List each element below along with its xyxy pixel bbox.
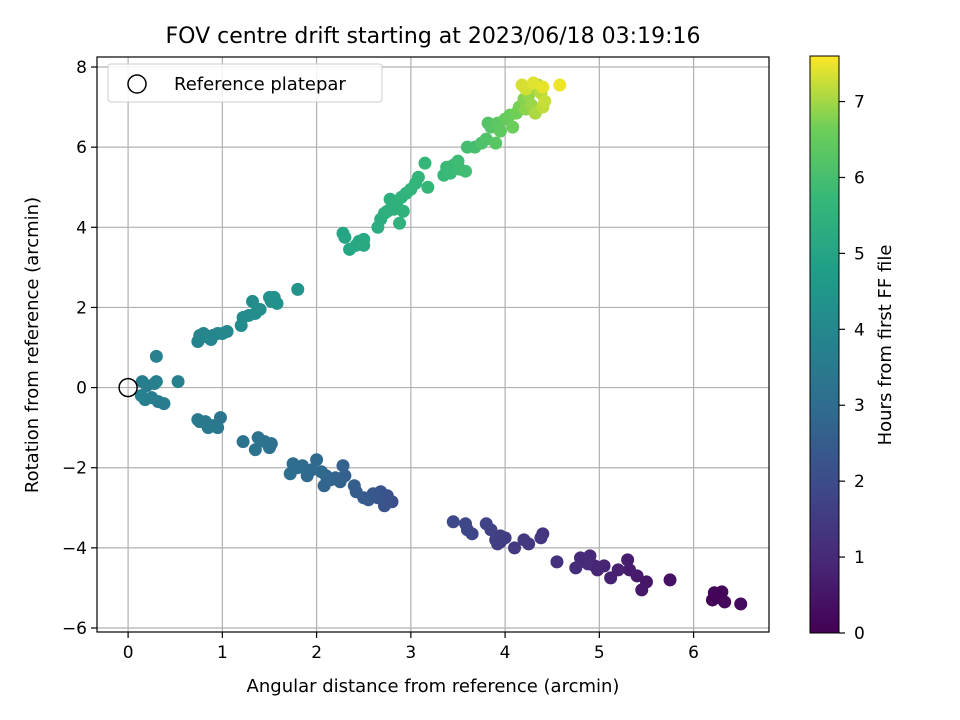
data-point — [590, 563, 604, 577]
data-point — [734, 597, 748, 611]
chart-title: FOV centre drift starting at 2023/06/18 … — [166, 24, 701, 49]
data-point — [204, 332, 218, 346]
data-point — [418, 156, 432, 170]
data-point — [493, 124, 507, 138]
data-point — [459, 517, 473, 531]
data-point — [236, 435, 250, 449]
legend: Reference platepar — [107, 63, 383, 103]
x-tick-label: 5 — [594, 643, 605, 663]
y-tick-label: 2 — [76, 298, 87, 318]
data-point — [171, 375, 185, 389]
data-point — [493, 535, 507, 549]
grid — [97, 57, 769, 632]
data-point — [635, 583, 649, 597]
data-point — [459, 164, 473, 178]
data-point — [506, 120, 520, 134]
reference-marker-layer — [118, 377, 138, 398]
x-tick-label: 2 — [311, 643, 322, 663]
data-point — [393, 216, 407, 230]
data-point — [621, 553, 635, 567]
data-point — [310, 453, 324, 467]
data-point — [357, 238, 371, 252]
colorbar-tick-label: 1 — [854, 548, 865, 568]
data-point — [538, 94, 552, 108]
data-point — [283, 467, 297, 481]
legend-box — [107, 63, 383, 103]
colorbar-tick-label: 6 — [854, 168, 865, 188]
colorbar-tick-label: 3 — [854, 396, 865, 416]
y-axis-ticks: −6 −4 −2 0 2 4 6 8 — [62, 58, 97, 639]
colorbar-tick-label: 7 — [854, 93, 865, 113]
data-point — [515, 78, 529, 92]
y-tick-label: 0 — [76, 379, 87, 399]
data-point — [253, 302, 267, 316]
data-point — [317, 479, 331, 493]
data-point — [489, 136, 503, 150]
data-point — [411, 170, 425, 184]
x-axis-ticks: 0 1 2 3 4 5 6 — [123, 632, 699, 663]
data-point — [149, 349, 163, 363]
data-point — [553, 78, 567, 92]
data-point — [338, 230, 352, 244]
colorbar-ticks: 0 1 2 3 4 5 6 7 — [839, 93, 865, 644]
data-point — [421, 180, 435, 194]
data-point — [508, 541, 522, 555]
data-point — [248, 443, 262, 457]
data-point — [270, 296, 284, 310]
colorbar-tick-label: 2 — [854, 472, 865, 492]
legend-reference-marker — [127, 74, 147, 94]
y-tick-label: −2 — [62, 459, 87, 479]
data-point — [291, 282, 305, 296]
data-point — [534, 531, 548, 545]
data-point — [581, 557, 595, 571]
legend-entry-reference: Reference platepar — [174, 74, 346, 95]
data-point — [604, 571, 618, 585]
data-point — [149, 375, 163, 389]
data-point — [134, 389, 148, 403]
data-point — [517, 533, 531, 547]
data-point — [569, 561, 583, 575]
y-tick-label: −6 — [62, 619, 87, 639]
y-tick-label: 8 — [76, 58, 87, 78]
x-tick-label: 3 — [405, 643, 416, 663]
colorbar-label: Hours from first FF file — [875, 245, 896, 446]
plot-frame — [96, 56, 770, 633]
colorbar-tick-label: 5 — [854, 244, 865, 264]
x-tick-label: 6 — [688, 643, 699, 663]
data-point — [446, 515, 460, 529]
data-point — [663, 573, 677, 587]
data-point — [220, 324, 234, 338]
data-point — [347, 479, 361, 493]
x-tick-label: 4 — [500, 643, 511, 663]
data-point — [479, 517, 493, 531]
colorbar: 0 1 2 3 4 5 6 7 Hours from first FF file — [809, 55, 896, 644]
y-tick-label: 4 — [76, 218, 87, 238]
reference-platepar-marker — [118, 377, 138, 398]
y-axis-label: Rotation from reference (arcmin) — [22, 197, 43, 493]
data-point — [623, 563, 637, 577]
x-axis-label: Angular distance from reference (arcmin) — [247, 676, 620, 697]
data-points — [134, 76, 748, 611]
data-point — [536, 80, 550, 94]
data-point — [135, 375, 149, 389]
data-point — [336, 459, 350, 473]
data-point — [286, 457, 300, 471]
colorbar-gradient — [809, 55, 840, 634]
data-point — [300, 469, 314, 483]
y-tick-label: −4 — [62, 539, 87, 559]
x-tick-label: 0 — [123, 643, 134, 663]
data-point — [191, 413, 205, 427]
data-point — [550, 555, 564, 569]
data-point — [396, 204, 410, 218]
colorbar-tick-label: 0 — [854, 624, 865, 644]
x-tick-label: 1 — [217, 643, 228, 663]
data-point — [251, 431, 265, 445]
y-tick-label: 6 — [76, 138, 87, 158]
colorbar-tick-label: 4 — [854, 320, 865, 340]
data-point — [718, 595, 732, 609]
